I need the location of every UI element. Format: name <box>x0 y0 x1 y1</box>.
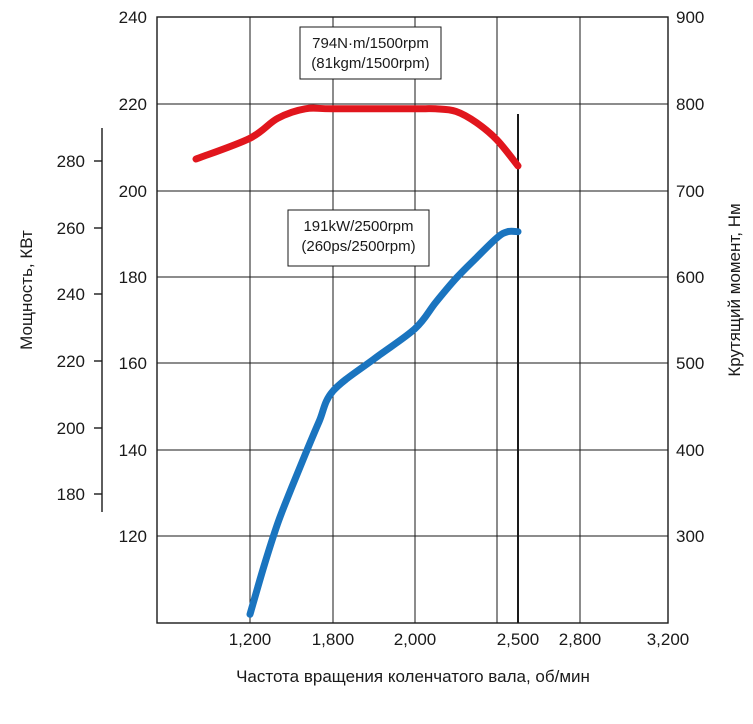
inner-y-tick-label: 240 <box>119 8 147 27</box>
x-tick-label: 2,800 <box>559 630 602 649</box>
torque-tick-label: 900 <box>676 8 704 27</box>
power-tick-label: 260 <box>57 219 85 238</box>
power-tick-label: 200 <box>57 419 85 438</box>
power-tick-label: 220 <box>57 352 85 371</box>
left-axis-title: Мощность, КВт <box>17 230 36 350</box>
torque-annotation-text: 794N·m/1500rpm <box>312 35 429 52</box>
right-axis-title: Крутящий момент, Нм <box>725 203 744 376</box>
torque-tick-label: 700 <box>676 182 704 201</box>
torque-curve <box>192 104 522 170</box>
power-annotation-text: (260ps/2500rpm) <box>301 238 415 255</box>
power-annotation-box <box>287 209 430 267</box>
power-tick-label: 280 <box>57 152 85 171</box>
torque-annotation-box <box>299 26 442 80</box>
torque-tick-label: 400 <box>676 441 704 460</box>
plot-frame <box>156 16 669 624</box>
annotations: 794N·m/1500rpm (81kgm/1500rpm) 191kW/2500r… <box>287 26 442 267</box>
power-curve <box>246 227 522 618</box>
torque-annotation-text: (81kgm/1500rpm) <box>311 55 429 72</box>
x-tick-label: 2,500 <box>497 630 540 649</box>
inner-y-tick-label: 160 <box>119 354 147 373</box>
x-tick-label: 2,000 <box>394 630 437 649</box>
torque-tick-label: 600 <box>676 268 704 287</box>
inner-y-tick-label: 140 <box>119 441 147 460</box>
x-tick-label: 1,200 <box>229 630 272 649</box>
x-tick-label: 3,200 <box>647 630 690 649</box>
tick-labels: 1,200 1,800 2,000 2,500 2,800 3,200 240 220 200 1… <box>57 8 705 649</box>
inner-y-tick-label: 180 <box>119 268 147 287</box>
inner-y-tick-label: 220 <box>119 95 147 114</box>
torque-tick-label: 500 <box>676 354 704 373</box>
torque-tick-label: 300 <box>676 527 704 546</box>
power-annotation-text: 191kW/2500rpm <box>303 218 413 235</box>
power-tick-label: 180 <box>57 485 85 504</box>
grid <box>94 16 669 624</box>
torque-tick-label: 800 <box>676 95 704 114</box>
power-tick-label: 240 <box>57 285 85 304</box>
series-lines <box>192 104 522 618</box>
inner-y-tick-label: 200 <box>119 182 147 201</box>
x-axis-title: Частота вращения коленчатого вала, об/ми… <box>236 667 590 686</box>
inner-y-tick-label: 120 <box>119 527 147 546</box>
x-tick-label: 1,800 <box>312 630 355 649</box>
